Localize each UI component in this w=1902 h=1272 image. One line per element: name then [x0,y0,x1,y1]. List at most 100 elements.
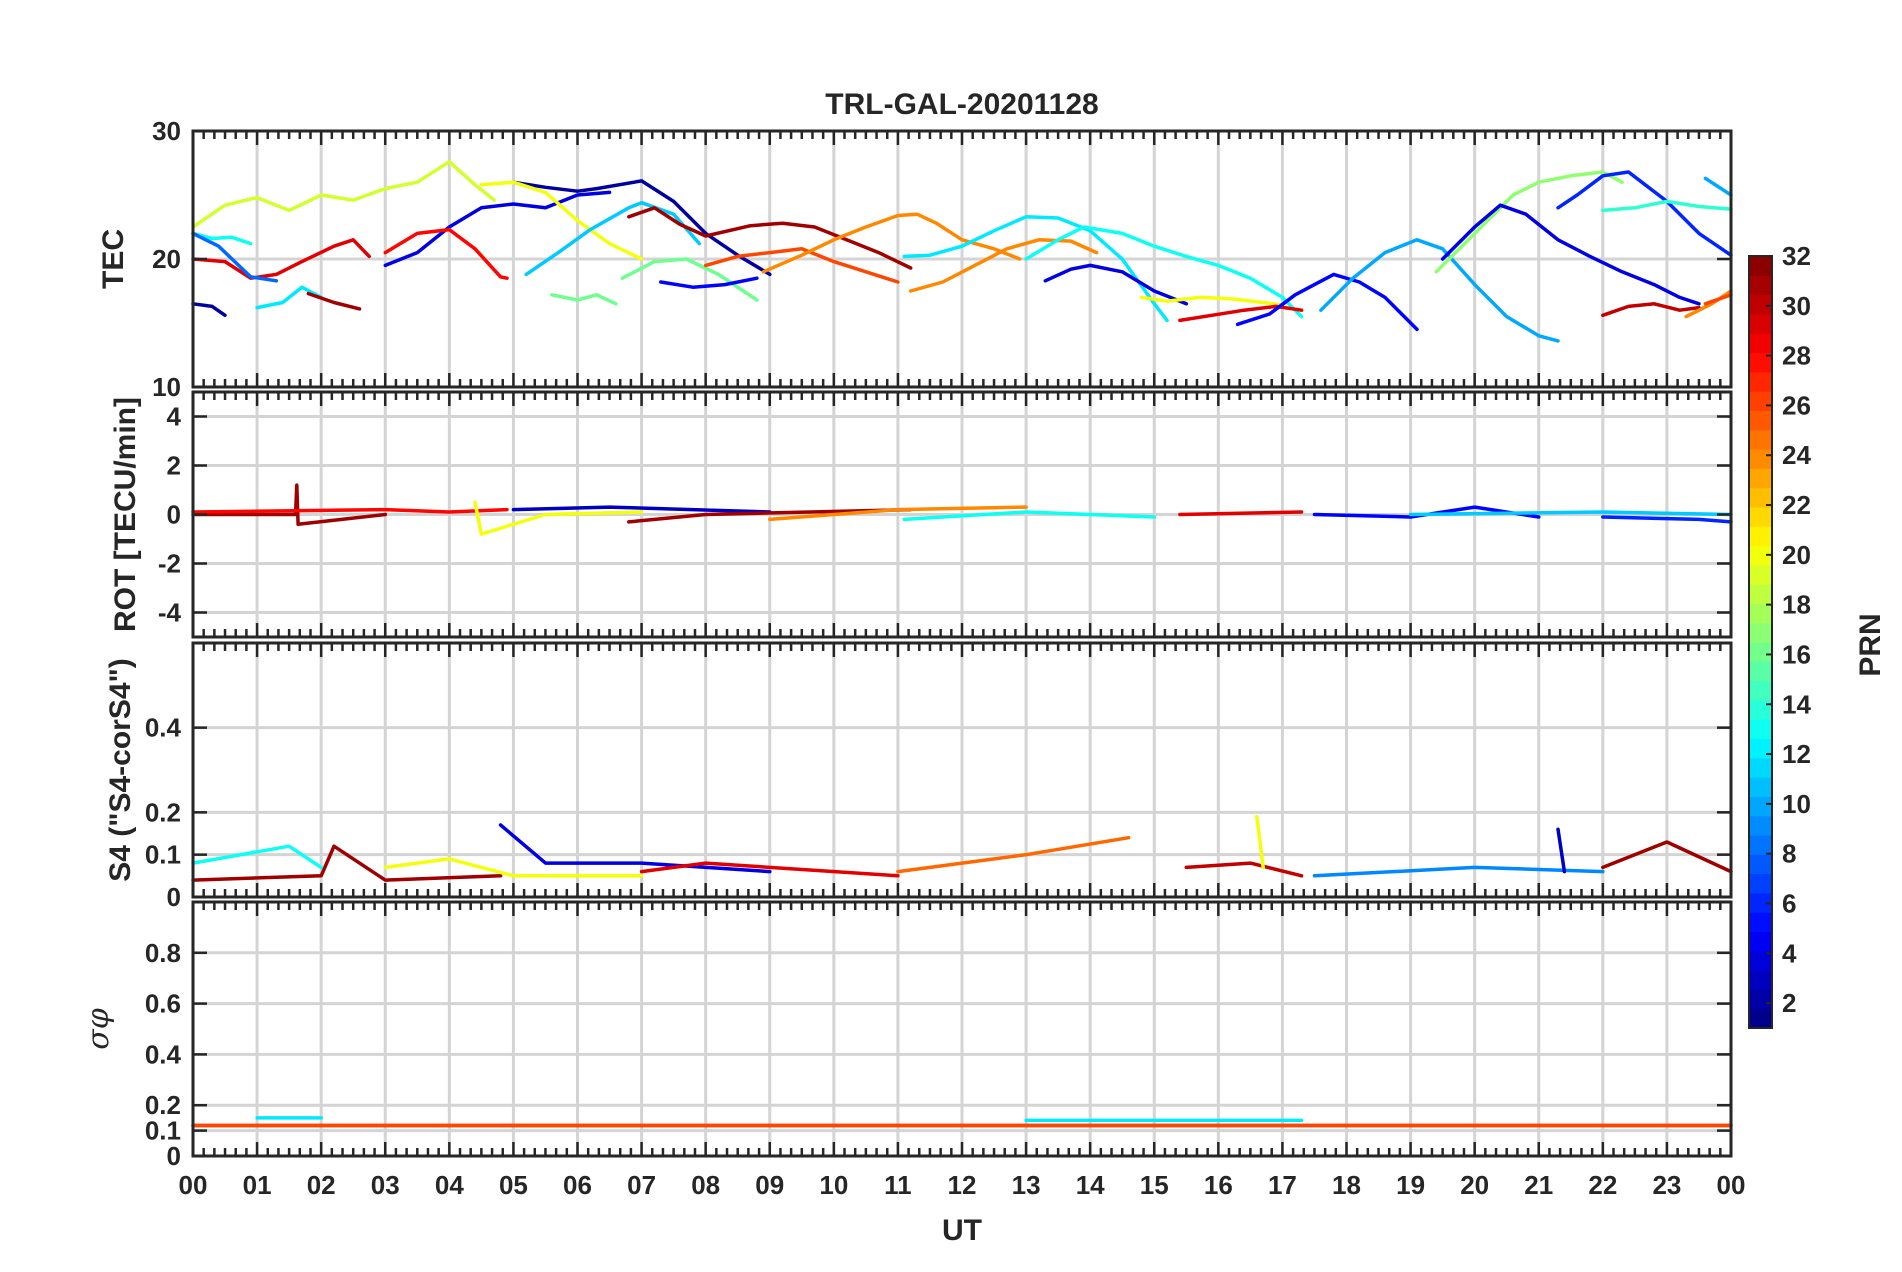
colorbar-tick-label: 24 [1782,440,1811,470]
colorbar-segment [1749,468,1772,488]
colorbar-segment [1749,719,1772,739]
colorbar-segment [1749,661,1772,681]
colorbar-tick-label: 16 [1782,639,1811,669]
y-axis-label-rot: ROT [TECU/min] [109,397,142,632]
panel-rot: -4-2024ROT [TECU/min] [109,392,1731,637]
colorbar-segment [1749,584,1772,604]
colorbar-segment [1749,796,1772,816]
x-tick-label: 01 [243,1170,272,1200]
x-tick-label: 00 [1717,1170,1746,1200]
y-tick-label: 0.4 [145,713,182,743]
x-tick-label: 00 [179,1170,208,1200]
colorbar-segment [1749,989,1772,1009]
x-tick-label: 06 [563,1170,592,1200]
y-tick-label: 30 [152,116,181,146]
chart-title: TRL-GAL-20201128 [825,88,1098,121]
colorbar-tick-label: 30 [1782,291,1811,321]
colorbar-segment [1749,874,1772,894]
y-axis-label-sigma: σφ [81,1008,116,1049]
colorbar-segment [1749,295,1772,315]
x-tick-labels: 00 01 02 03 04 05 06 07 08 09 10 11 12 13 14 15 16 17 18 19… [179,1170,1746,1200]
y-tick-label: 0.2 [145,797,181,827]
colorbar-segment [1749,333,1772,353]
series-line-prn-29 [1180,512,1302,515]
colorbar-segment [1749,816,1772,836]
colorbar-segment [1749,410,1772,430]
colorbar-segment [1749,912,1772,932]
colorbar-tick-label: 6 [1782,888,1796,918]
colorbar-tick-label: 28 [1782,341,1811,371]
panel-tec: 10 20 30 TEC [97,116,1731,402]
colorbar-segment [1749,256,1772,276]
x-axis-label: UT [942,1214,982,1247]
x-tick-label: 02 [307,1170,336,1200]
colorbar-segment [1749,700,1772,720]
x-tick-label: 04 [435,1170,464,1200]
x-tick-label: 22 [1588,1170,1617,1200]
colorbar-tick-label: 4 [1782,938,1797,968]
series-line-prn-28 [193,510,507,512]
y-tick-label: 0.4 [145,1039,182,1069]
colorbar-segment [1749,970,1772,990]
colorbar-segment [1749,932,1772,952]
y-tick-label: 0 [167,882,181,912]
colorbar-tick-label: 32 [1782,241,1811,271]
x-tick-label: 21 [1524,1170,1553,1200]
x-tick-label: 17 [1268,1170,1297,1200]
colorbar-segment [1749,623,1772,643]
y-tick-label: 10 [152,372,181,402]
y-tick-label: 0.1 [145,840,181,870]
colorbar-segment [1749,391,1772,411]
colorbar-segment [1749,603,1772,623]
x-tick-label: 05 [499,1170,528,1200]
y-tick-label: 0.8 [145,938,181,968]
colorbar-segment [1749,758,1772,778]
x-tick-label: 09 [755,1170,784,1200]
colorbar-segment [1749,430,1772,450]
x-tick-label: 13 [1012,1170,1041,1200]
x-tick-label: 18 [1332,1170,1361,1200]
colorbar-segment [1749,314,1772,334]
x-tick-label: 19 [1396,1170,1425,1200]
y-tick-label: 0.2 [145,1090,181,1120]
panel-s4: 0 0.1 0.2 0.4 S4 ("S4-corS4") [104,643,1731,912]
x-tick-label: 11 [884,1170,912,1200]
colorbar-segment [1749,565,1772,585]
colorbar-segment [1749,681,1772,701]
colorbar-tick-label: 22 [1782,490,1811,520]
colorbar-tick-label: 20 [1782,540,1811,570]
series-line-prn-11 [1411,512,1731,515]
x-tick-label: 14 [1076,1170,1105,1200]
colorbar-tick-label: 26 [1782,390,1811,420]
colorbar-segment [1749,739,1772,759]
x-tick-label: 23 [1652,1170,1681,1200]
y-tick-label: -2 [158,549,181,579]
y-tick-label: 0 [167,500,181,530]
colorbar-segment [1749,526,1772,546]
colorbar-tick-label: 12 [1782,739,1811,769]
y-tick-label: 4 [167,402,182,432]
colorbar-segment [1749,275,1772,295]
colorbar-tick-label: 8 [1782,839,1796,869]
colorbar-segment [1749,449,1772,469]
y-axis-label-s4: S4 ("S4-corS4") [104,658,137,882]
colorbar-segment [1749,507,1772,527]
colorbar-segment [1749,642,1772,662]
x-tick-label: 03 [371,1170,400,1200]
colorbar-segment [1749,1009,1772,1029]
x-tick-label: 08 [691,1170,720,1200]
x-tick-label: 07 [627,1170,656,1200]
colorbar-tick-label: 18 [1782,590,1811,620]
colorbar-segment [1749,835,1772,855]
y-tick-label: 0.6 [145,989,181,1019]
y-tick-label: -4 [158,598,182,628]
y-axis-label-tec: TEC [97,229,130,289]
x-tick-label: 16 [1204,1170,1233,1200]
colorbar-tick-label: 2 [1782,988,1796,1018]
x-tick-label: 20 [1460,1170,1489,1200]
x-tick-label: 12 [948,1170,977,1200]
x-tick-label: 15 [1140,1170,1169,1200]
